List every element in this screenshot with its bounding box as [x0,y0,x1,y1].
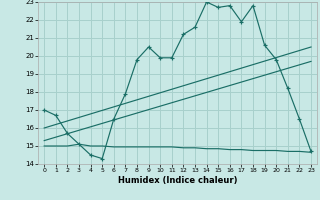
X-axis label: Humidex (Indice chaleur): Humidex (Indice chaleur) [118,176,237,185]
